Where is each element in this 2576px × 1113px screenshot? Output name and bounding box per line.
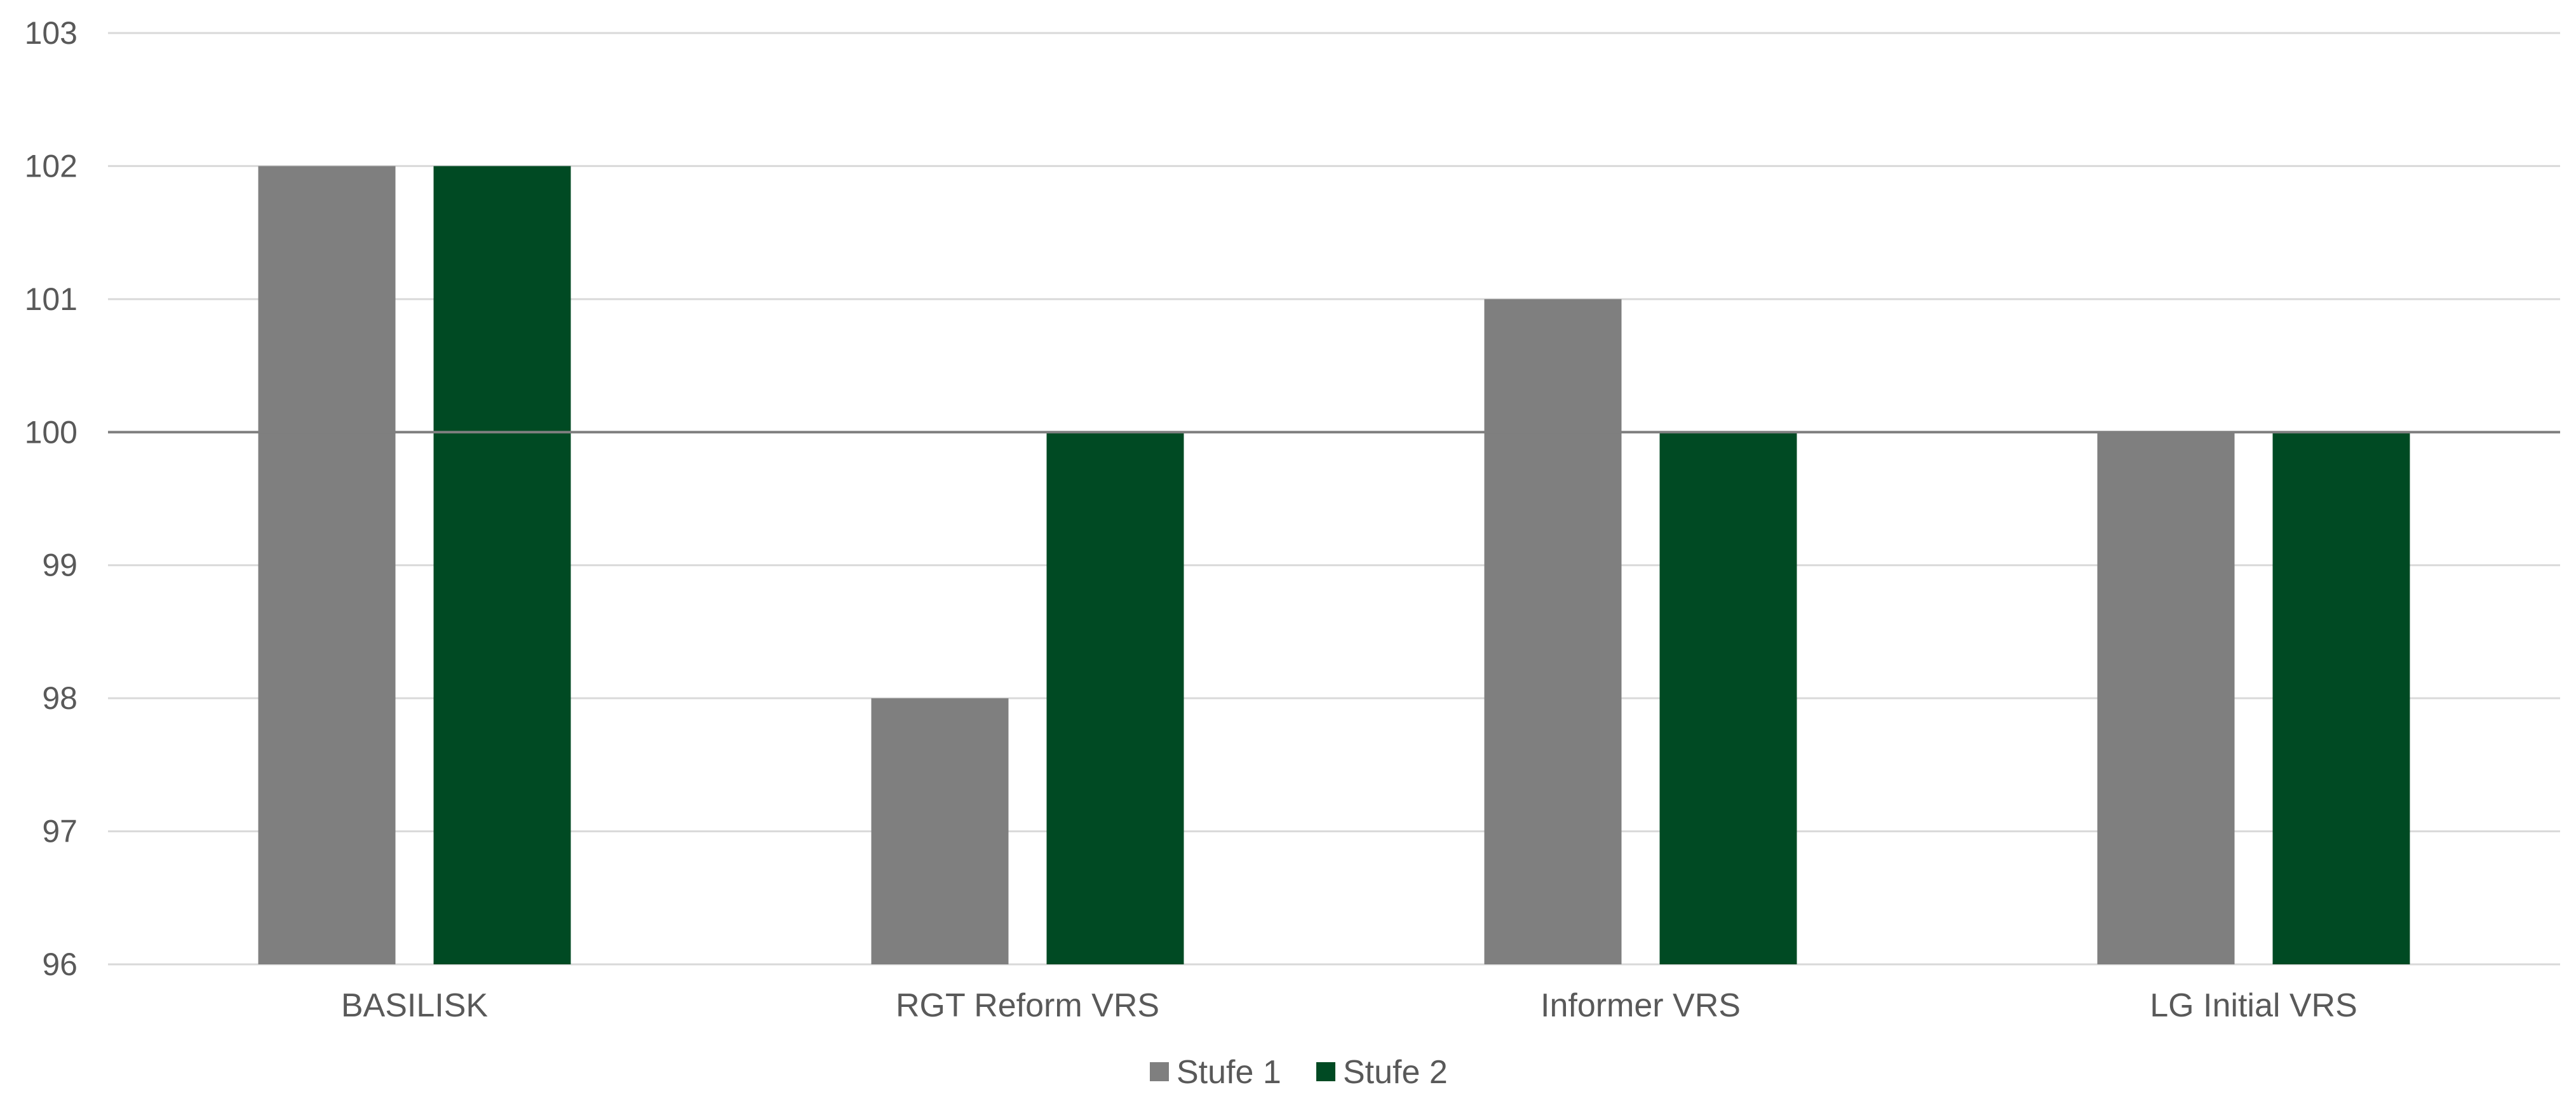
legend-swatch	[1150, 1062, 1169, 1081]
y-tick-label: 96	[42, 947, 78, 982]
y-tick-label: 97	[42, 814, 78, 849]
x-category-label: Informer VRS	[1541, 987, 1741, 1024]
bars	[258, 166, 2410, 964]
y-axis-ticks: 96 97 98 99 100 101 102 103	[25, 15, 78, 982]
bar-stufe-2-3	[2272, 432, 2410, 964]
y-tick-label: 98	[42, 680, 78, 716]
y-tick-label: 101	[25, 281, 78, 317]
legend-label: Stufe 1	[1177, 1054, 1281, 1091]
bar-stufe-2-0	[433, 166, 571, 964]
y-tick-label: 99	[42, 548, 78, 583]
y-tick-label: 100	[25, 414, 78, 450]
bar-stufe-1-1	[871, 698, 1009, 964]
bar-stufe-1-0	[258, 166, 396, 964]
legend: Stufe 1 Stufe 2	[1150, 1054, 1448, 1091]
x-category-label: LG Initial VRS	[2150, 987, 2357, 1024]
y-tick-label: 102	[25, 148, 78, 184]
bar-stufe-1-3	[2097, 432, 2235, 964]
bar-stufe-2-1	[1046, 432, 1184, 964]
x-axis-categories: BASILISK RGT Reform VRS Informer VRS LG Ini…	[341, 987, 2357, 1024]
bar-stufe-2-2	[1659, 432, 1797, 964]
x-category-label: BASILISK	[341, 987, 489, 1024]
legend-swatch	[1316, 1062, 1335, 1081]
bar-stufe-1-2	[1484, 299, 1622, 964]
x-category-label: RGT Reform VRS	[896, 987, 1159, 1024]
y-tick-label: 103	[25, 15, 78, 51]
legend-label: Stufe 2	[1343, 1054, 1448, 1091]
